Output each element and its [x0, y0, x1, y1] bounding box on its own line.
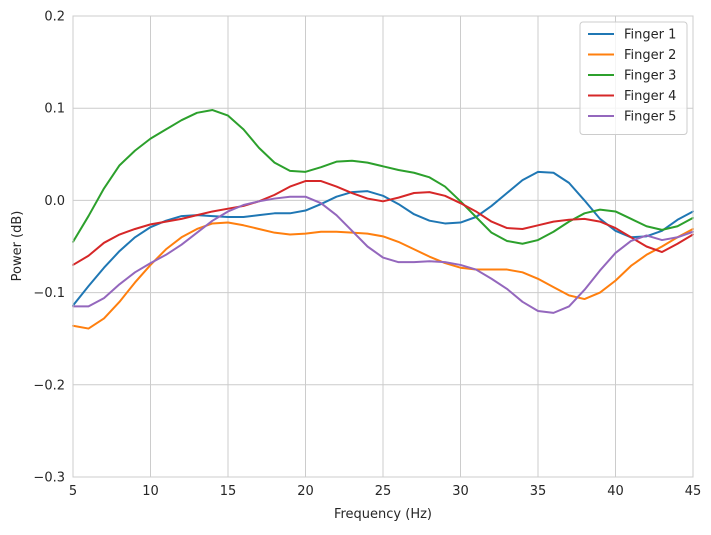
legend-label-finger-3: Finger 3 [624, 69, 676, 84]
series-line-finger-3 [72, 109, 694, 245]
x-tick-label: 15 [220, 484, 237, 499]
x-tick-label: 35 [530, 484, 547, 499]
y-tick-label: 0.0 [44, 194, 65, 209]
y-tick-label: −0.3 [33, 471, 65, 486]
plot-border [72, 15, 694, 478]
series-line-finger-4 [72, 180, 694, 266]
y-tick-label: 0.1 [44, 102, 65, 117]
y-tick-label: 0.2 [44, 10, 65, 25]
legend: Finger 1 Finger 2 Finger 3 Finger 4 Finger 5 [579, 21, 688, 135]
series-line-finger-2 [72, 221, 694, 330]
tick-labels: 5 10 15 20 25 30 35 40 45 −0.3 −0.2 −0.1 0.0 0.1 0.2 [33, 10, 701, 500]
plot-frame [72, 15, 694, 478]
y-tick-label: −0.1 [33, 286, 65, 301]
legend-label-finger-1: Finger 1 [624, 28, 676, 43]
legend-label-finger-5: Finger 5 [624, 110, 676, 125]
x-tick-label: 20 [297, 484, 314, 499]
legend-label-finger-4: Finger 4 [624, 89, 676, 104]
x-tick-label: 25 [375, 484, 392, 499]
y-axis-label: Power (dB) [10, 211, 25, 282]
x-tick-label: 10 [142, 484, 159, 499]
y-tick-label: −0.2 [33, 378, 65, 393]
x-tick-label: 45 [685, 484, 702, 499]
series-line-finger-1 [72, 170, 694, 307]
x-tick-label: 40 [607, 484, 624, 499]
series-line-finger-5 [72, 195, 694, 314]
legend-label-finger-2: Finger 2 [624, 48, 676, 63]
x-tick-label: 30 [452, 484, 469, 499]
x-tick-label: 5 [69, 484, 77, 499]
legend-box [579, 21, 688, 135]
x-axis-label: Frequency (Hz) [334, 507, 432, 522]
series-lines [72, 109, 694, 330]
